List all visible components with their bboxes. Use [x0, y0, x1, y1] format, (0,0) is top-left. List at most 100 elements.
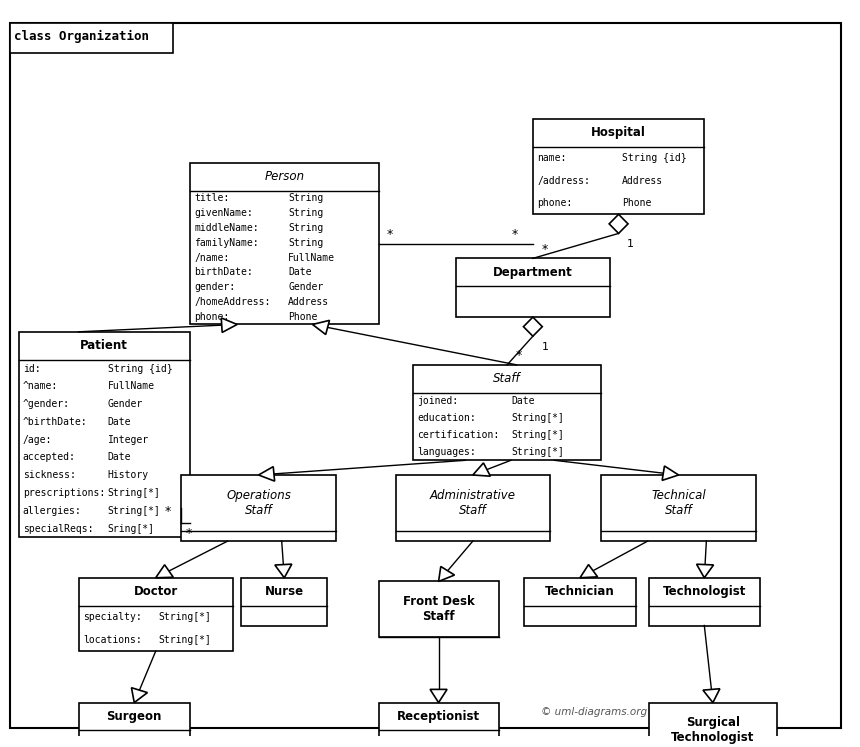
Polygon shape: [703, 689, 720, 703]
Polygon shape: [156, 565, 173, 577]
Text: String: String: [288, 208, 323, 218]
Polygon shape: [580, 565, 598, 577]
Text: gender:: gender:: [194, 282, 236, 292]
Text: languages:: languages:: [417, 447, 476, 457]
Text: Gender: Gender: [288, 282, 323, 292]
FancyBboxPatch shape: [533, 119, 704, 214]
Text: *: *: [164, 506, 170, 518]
Text: *: *: [512, 228, 518, 241]
Text: Phone: Phone: [288, 312, 317, 322]
Polygon shape: [430, 689, 447, 703]
Text: Address: Address: [622, 176, 663, 185]
Text: String {id}: String {id}: [108, 364, 172, 374]
Polygon shape: [662, 466, 679, 480]
FancyBboxPatch shape: [181, 475, 335, 541]
Text: familyName:: familyName:: [194, 238, 259, 248]
Polygon shape: [609, 214, 628, 233]
Text: String: String: [288, 223, 323, 233]
Text: middleName:: middleName:: [194, 223, 259, 233]
FancyBboxPatch shape: [10, 23, 841, 728]
Text: phone:: phone:: [194, 312, 230, 322]
Polygon shape: [259, 467, 274, 481]
Text: Nurse: Nurse: [265, 585, 304, 598]
FancyBboxPatch shape: [456, 258, 610, 317]
Text: Department: Department: [493, 266, 573, 279]
Text: String[*]: String[*]: [511, 413, 564, 423]
Text: 1: 1: [542, 342, 549, 352]
Text: Date: Date: [108, 453, 132, 462]
Text: sickness:: sickness:: [23, 470, 76, 480]
Text: Address: Address: [288, 297, 329, 307]
Text: /name:: /name:: [194, 252, 230, 263]
Text: String[*]: String[*]: [159, 612, 212, 622]
Text: /homeAddress:: /homeAddress:: [194, 297, 271, 307]
Text: id:: id:: [23, 364, 40, 374]
Text: String: String: [288, 193, 323, 203]
Polygon shape: [697, 564, 714, 577]
Text: Surgical
Technologist: Surgical Technologist: [671, 716, 754, 745]
Text: /age:: /age:: [23, 435, 52, 444]
Text: class Organization: class Organization: [15, 30, 150, 43]
Text: accepted:: accepted:: [23, 453, 76, 462]
Text: Date: Date: [511, 396, 534, 406]
FancyBboxPatch shape: [378, 703, 499, 747]
Text: Administrative
Staff: Administrative Staff: [430, 489, 516, 517]
Text: specialty:: specialty:: [83, 612, 142, 622]
Text: Date: Date: [288, 267, 311, 277]
Text: birthDate:: birthDate:: [194, 267, 253, 277]
FancyBboxPatch shape: [396, 475, 550, 541]
FancyBboxPatch shape: [648, 577, 760, 625]
Text: phone:: phone:: [538, 198, 573, 208]
Text: History: History: [108, 470, 149, 480]
Text: © uml-diagrams.org: © uml-diagrams.org: [542, 707, 648, 717]
FancyBboxPatch shape: [601, 475, 756, 541]
Text: Surgeon: Surgeon: [107, 710, 162, 723]
Text: Hospital: Hospital: [591, 126, 646, 140]
Text: Operations
Staff: Operations Staff: [226, 489, 291, 517]
Text: *: *: [516, 349, 522, 362]
Text: Sring[*]: Sring[*]: [108, 524, 155, 533]
Polygon shape: [473, 463, 490, 476]
Polygon shape: [312, 320, 329, 335]
Text: givenName:: givenName:: [194, 208, 253, 218]
Text: Patient: Patient: [80, 339, 128, 353]
Text: Phone: Phone: [622, 198, 651, 208]
Text: Person: Person: [264, 170, 304, 183]
Text: String[*]: String[*]: [511, 447, 564, 457]
Text: locations:: locations:: [83, 635, 142, 645]
FancyBboxPatch shape: [413, 365, 601, 460]
FancyBboxPatch shape: [525, 577, 636, 625]
Polygon shape: [524, 317, 543, 336]
Text: FullName: FullName: [108, 382, 155, 391]
Text: String[*]: String[*]: [159, 635, 212, 645]
FancyBboxPatch shape: [242, 577, 327, 625]
FancyBboxPatch shape: [78, 577, 233, 651]
Text: Gender: Gender: [108, 399, 143, 409]
Text: String[*]: String[*]: [108, 506, 161, 515]
Text: /address:: /address:: [538, 176, 590, 185]
Text: Receptionist: Receptionist: [397, 710, 480, 723]
Polygon shape: [221, 318, 237, 332]
Text: Technical
Staff: Technical Staff: [651, 489, 706, 517]
Text: ^name:: ^name:: [23, 382, 58, 391]
Polygon shape: [275, 564, 292, 577]
Text: Integer: Integer: [108, 435, 149, 444]
Text: education:: education:: [417, 413, 476, 423]
Text: Doctor: Doctor: [133, 585, 178, 598]
Text: specialReqs:: specialReqs:: [23, 524, 94, 533]
Text: ^birthDate:: ^birthDate:: [23, 417, 88, 427]
FancyBboxPatch shape: [78, 703, 190, 747]
Text: Date: Date: [108, 417, 132, 427]
Text: String[*]: String[*]: [108, 488, 161, 498]
Polygon shape: [132, 688, 147, 703]
Text: ^gender:: ^gender:: [23, 399, 70, 409]
Text: FullName: FullName: [288, 252, 335, 263]
FancyBboxPatch shape: [19, 332, 190, 537]
FancyBboxPatch shape: [190, 163, 378, 324]
Text: *: *: [542, 243, 548, 255]
Text: Front Desk
Staff: Front Desk Staff: [402, 595, 475, 623]
Text: Staff: Staff: [494, 372, 521, 385]
Text: String[*]: String[*]: [511, 430, 564, 440]
Text: 1: 1: [627, 239, 634, 249]
Text: String: String: [288, 238, 323, 248]
